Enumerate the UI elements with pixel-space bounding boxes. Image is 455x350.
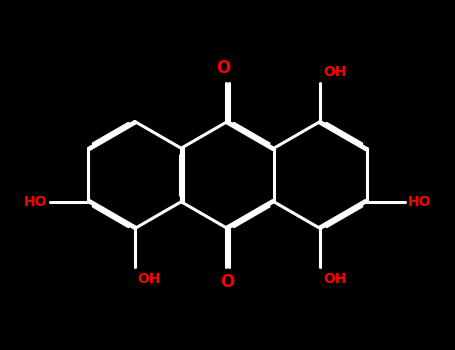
Text: HO: HO [408, 195, 431, 209]
Text: O: O [216, 58, 230, 77]
Text: OH: OH [323, 272, 346, 286]
Text: OH: OH [323, 65, 346, 79]
Text: OH: OH [137, 272, 161, 286]
Text: O: O [220, 273, 235, 292]
Text: HO: HO [24, 195, 47, 209]
